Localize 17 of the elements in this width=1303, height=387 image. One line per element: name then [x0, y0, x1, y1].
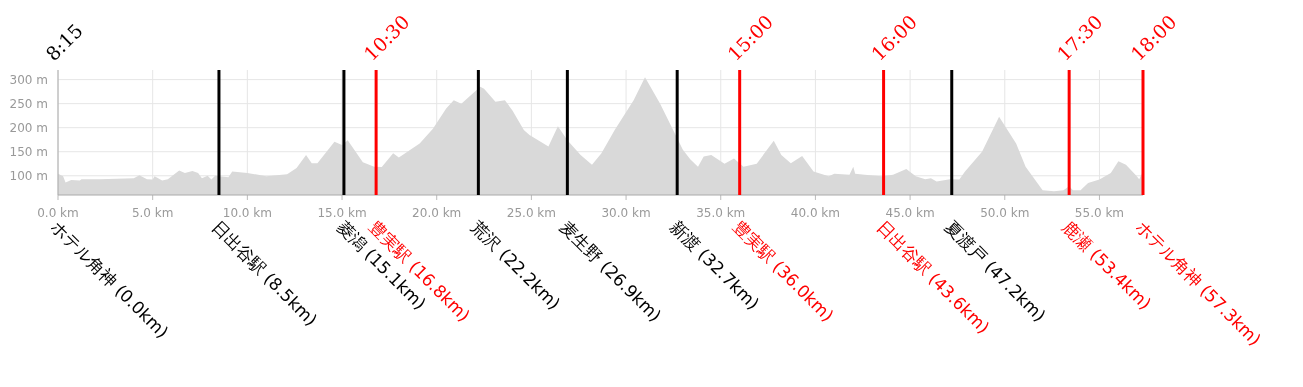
y-tick-label: 200 m [9, 120, 48, 135]
x-tick-label: 55.0 km [1074, 206, 1125, 220]
y-tick-label: 150 m [9, 144, 48, 159]
x-tick-label: 25.0 km [506, 206, 556, 220]
x-tick-label: 15.0 km [317, 206, 367, 220]
x-tick-label: 50.0 km [980, 206, 1030, 220]
x-tick-label: 10.0 km [222, 206, 272, 220]
y-tick-label: 250 m [9, 96, 48, 111]
y-tick-label: 300 m [9, 72, 48, 87]
x-tick-label: 40.0 km [790, 206, 840, 220]
y-tick-label: 100 m [9, 168, 48, 183]
x-tick-label: 45.0 km [885, 206, 935, 220]
x-tick-label: 35.0 km [696, 206, 746, 220]
x-tick-label: 0.0 km [37, 206, 79, 220]
x-tick-label: 5.0 km [131, 206, 174, 220]
x-tick-label: 20.0 km [412, 206, 462, 220]
x-tick-label: 30.0 km [601, 206, 651, 220]
